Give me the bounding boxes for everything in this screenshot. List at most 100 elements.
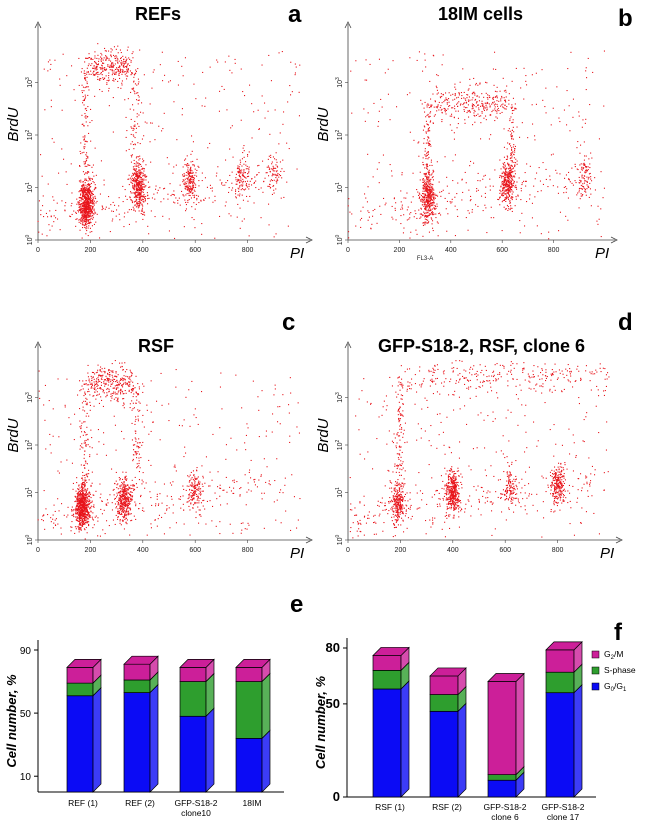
data-point	[446, 185, 448, 187]
data-point	[271, 163, 273, 165]
data-point	[115, 73, 117, 75]
data-point	[132, 166, 134, 168]
data-point	[416, 233, 418, 235]
data-point	[181, 114, 183, 116]
data-point	[84, 140, 86, 142]
data-point	[185, 210, 187, 212]
data-point	[512, 119, 514, 121]
data-point	[144, 174, 146, 176]
data-point	[462, 104, 464, 106]
data-point	[81, 498, 83, 500]
data-point	[116, 496, 118, 498]
data-point	[76, 203, 78, 205]
data-point	[428, 200, 430, 202]
data-point	[111, 210, 113, 212]
data-point	[107, 64, 109, 66]
data-point	[189, 172, 191, 174]
data-point	[76, 499, 78, 501]
data-point	[430, 186, 432, 188]
data-point	[424, 183, 426, 185]
data-point	[510, 136, 512, 138]
data-point	[130, 192, 132, 194]
data-point	[422, 214, 424, 216]
data-point	[198, 185, 200, 187]
data-point	[416, 189, 418, 191]
data-point	[475, 102, 477, 104]
data-point	[511, 188, 513, 190]
data-point	[271, 180, 273, 182]
data-point	[434, 204, 436, 206]
data-point	[588, 177, 590, 179]
data-point	[545, 168, 547, 170]
data-point	[84, 498, 86, 500]
data-point	[81, 220, 83, 222]
data-point	[426, 198, 428, 200]
data-point	[141, 102, 143, 104]
data-point	[500, 186, 502, 188]
data-point	[135, 174, 137, 176]
data-point	[88, 498, 90, 500]
data-point	[84, 135, 86, 137]
data-point	[558, 230, 560, 232]
data-point	[493, 101, 495, 103]
data-point	[89, 201, 91, 203]
data-point	[90, 201, 92, 203]
data-point	[235, 179, 237, 181]
data-point	[139, 186, 141, 188]
data-point	[449, 105, 451, 107]
data-point	[496, 91, 498, 93]
y-tick-label: 103	[335, 77, 344, 88]
data-point	[139, 190, 141, 192]
data-point	[431, 208, 433, 210]
data-point	[439, 96, 441, 98]
data-point	[137, 103, 139, 105]
data-point	[193, 179, 195, 181]
data-point	[240, 68, 242, 70]
data-point	[510, 174, 512, 176]
data-point	[490, 206, 492, 208]
data-point	[85, 514, 87, 516]
data-point	[85, 505, 87, 507]
data-point	[85, 204, 87, 206]
data-point	[136, 177, 138, 179]
data-point	[92, 203, 94, 205]
data-point	[108, 90, 110, 92]
data-point	[564, 177, 566, 179]
data-point	[507, 176, 509, 178]
data-point	[383, 197, 385, 199]
data-point	[82, 190, 84, 192]
data-point	[264, 102, 266, 104]
data-point	[533, 185, 535, 187]
data-point	[84, 163, 86, 165]
data-point	[499, 159, 501, 161]
y-axis-arrow	[344, 21, 352, 29]
data-point	[516, 188, 518, 190]
data-point	[473, 77, 475, 79]
data-point	[597, 205, 599, 207]
data-point	[396, 106, 398, 108]
data-point	[583, 175, 585, 177]
data-point	[479, 180, 481, 182]
data-point	[82, 501, 84, 503]
data-point	[96, 57, 98, 59]
data-point	[79, 218, 81, 220]
data-point	[445, 113, 447, 115]
data-point	[456, 127, 458, 129]
data-point	[186, 181, 188, 183]
data-point	[478, 100, 480, 102]
data-point	[124, 498, 126, 500]
data-point	[507, 206, 509, 208]
data-point	[81, 213, 83, 215]
data-point	[190, 177, 192, 179]
data-point	[118, 197, 120, 199]
data-point	[140, 196, 142, 198]
data-point	[503, 128, 505, 130]
data-point	[426, 199, 428, 201]
data-point	[131, 53, 133, 55]
data-point	[447, 213, 449, 215]
data-point	[348, 237, 350, 239]
data-point	[431, 164, 433, 166]
data-point	[454, 235, 456, 237]
data-point	[581, 195, 583, 197]
